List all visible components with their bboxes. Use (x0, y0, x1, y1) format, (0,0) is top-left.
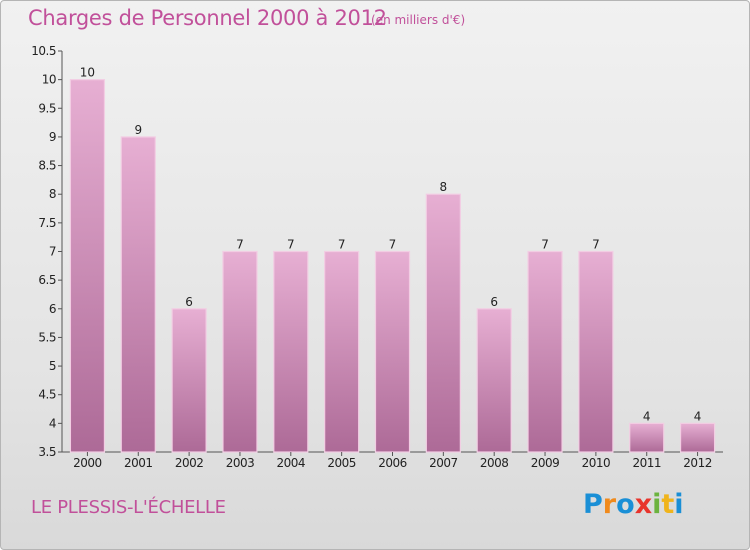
y-tick-label: 7.5 (38, 216, 56, 230)
y-tick-label: 7 (49, 245, 56, 259)
y-tick-label: 6 (49, 302, 56, 316)
logo-letter: r (602, 489, 617, 520)
bar-2005 (324, 250, 360, 453)
data-label-2003: 7 (236, 238, 244, 252)
y-tick-label: 5.5 (38, 330, 56, 344)
x-tick-label-2008: 2008 (480, 456, 509, 470)
x-tick-label-2002: 2002 (175, 456, 204, 470)
y-tick-label: 10.5 (31, 44, 56, 58)
data-label-2002: 6 (185, 295, 193, 309)
bar-2008 (476, 308, 512, 453)
logo-letter: x (634, 489, 653, 520)
x-tick-label-2012: 2012 (683, 456, 712, 470)
bar-2011 (629, 422, 665, 453)
bar-2004 (273, 250, 309, 453)
bar-2000 (69, 79, 106, 453)
x-tick-label-2004: 2004 (277, 456, 306, 470)
data-label-2008: 6 (490, 295, 498, 309)
y-tick-label: 8.5 (38, 159, 56, 173)
data-label-2007: 8 (440, 180, 448, 194)
data-label-2012: 4 (694, 409, 702, 423)
chart-title: Charges de Personnel 2000 à 2012 (28, 6, 387, 30)
data-label-2009: 7 (541, 238, 549, 252)
data-label-2006: 7 (389, 238, 397, 252)
commune-name: LE PLESSIS-L'ÉCHELLE (31, 497, 226, 518)
x-tick-label-2001: 2001 (124, 456, 153, 470)
data-label-2001: 9 (134, 123, 142, 137)
bar-2007 (425, 193, 461, 453)
y-tick-label: 5 (49, 359, 56, 373)
bar-2012 (679, 422, 716, 453)
bar-2009 (527, 250, 563, 453)
proxiti-logo: Proxiti (583, 489, 684, 520)
data-label-2000: 10 (80, 66, 95, 80)
y-tick-label: 9 (49, 130, 56, 144)
bar-2001 (120, 136, 156, 453)
y-tick-label: 8 (49, 187, 56, 201)
bar-2002 (171, 308, 207, 453)
x-tick-label-2009: 2009 (531, 456, 560, 470)
logo-letter: i (674, 489, 684, 520)
y-tick-label: 10 (42, 73, 56, 87)
bar-2010 (578, 250, 614, 453)
y-tick-label: 6.5 (38, 273, 56, 287)
x-tick-label-2005: 2005 (327, 456, 356, 470)
y-tick-label: 3.5 (38, 445, 56, 459)
bar-2003 (222, 250, 258, 453)
y-tick-label: 4.5 (38, 388, 56, 402)
x-tick-label-2010: 2010 (582, 456, 611, 470)
y-tick-label: 9.5 (38, 101, 56, 115)
logo-letter: P (583, 489, 603, 520)
x-tick-label-2003: 2003 (226, 456, 255, 470)
data-label-2011: 4 (643, 409, 651, 423)
unit-note: (en milliers d'€) (371, 13, 466, 27)
x-tick-label-2006: 2006 (378, 456, 407, 470)
y-tick-label: 4 (49, 416, 56, 430)
bar-2006 (374, 250, 411, 453)
logo-letter: i (652, 489, 662, 520)
data-label-2010: 7 (592, 238, 600, 252)
data-label-2004: 7 (287, 238, 295, 252)
x-tick-label-2007: 2007 (429, 456, 458, 470)
logo-letter: t (661, 489, 675, 520)
x-tick-label-2000: 2000 (73, 456, 102, 470)
data-label-2005: 7 (338, 238, 346, 252)
logo-letter: o (616, 489, 635, 520)
x-tick-label-2011: 2011 (632, 456, 661, 470)
